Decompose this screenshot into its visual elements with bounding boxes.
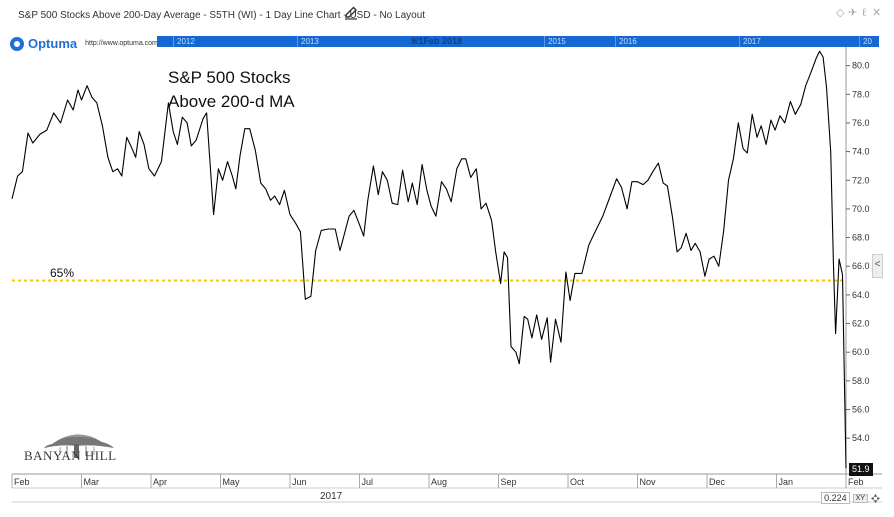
logo-name: Optuma bbox=[28, 36, 78, 51]
timeline-year: 20 bbox=[863, 37, 872, 46]
optuma-logo-icon bbox=[10, 36, 24, 51]
x-tick-label: Mar bbox=[84, 477, 100, 487]
timeline-scrollbar[interactable]: 2012 2013 9/1Feb 2018 2015 2016 2017 20 bbox=[157, 36, 879, 47]
float-icon[interactable]: ◇ bbox=[836, 7, 849, 19]
y-tick-label: 66.0 bbox=[852, 261, 870, 271]
chart-title: S&P 500 Stocks Above 200-Day Average - S… bbox=[18, 10, 426, 21]
timeline-year: 2016 bbox=[619, 37, 637, 46]
x-tick-label: Jun bbox=[292, 477, 307, 487]
timeline-year: 2013 bbox=[301, 37, 319, 46]
zoom-value[interactable]: 0.224 bbox=[821, 492, 850, 504]
annotation-line-2: Above 200-d MA bbox=[168, 92, 295, 111]
x-tick-label: Feb bbox=[14, 477, 30, 487]
y-tick-label: 54.0 bbox=[852, 433, 870, 443]
x-tick-label: Jan bbox=[779, 477, 794, 487]
x-axis-year-label: 2017 bbox=[320, 491, 343, 502]
y-tick-label: 56.0 bbox=[852, 405, 870, 415]
window-controls: ◇✈ℓ ✕ bbox=[836, 6, 884, 19]
pin-icon[interactable]: ✈ bbox=[848, 7, 862, 19]
timeline-tick bbox=[615, 36, 616, 47]
close-icon[interactable]: ✕ bbox=[872, 7, 886, 19]
x-tick-label: Oct bbox=[570, 477, 585, 487]
timeline-year: 2015 bbox=[548, 37, 566, 46]
timeline-tick bbox=[297, 36, 298, 47]
timeline-tick bbox=[859, 36, 860, 47]
banyan-hill-wordmark: BANYAN HILL bbox=[24, 448, 117, 463]
title-bar: S&P 500 Stocks Above 200-Day Average - S… bbox=[0, 0, 894, 35]
optuma-logo: Optuma http://www.optuma.com bbox=[10, 36, 158, 51]
banyan-tree-logo bbox=[44, 434, 114, 458]
chart-annotation: S&P 500 Stocks Above 200-d MA bbox=[168, 66, 295, 114]
timeline-tick bbox=[739, 36, 740, 47]
timeline-tick bbox=[544, 36, 545, 47]
side-panel-toggle[interactable]: < bbox=[872, 254, 883, 278]
y-tick-label: 64.0 bbox=[852, 290, 870, 300]
y-tick-label: 62.0 bbox=[852, 319, 870, 329]
y-tick-label: 78.0 bbox=[852, 89, 870, 99]
pan-icon[interactable] bbox=[871, 493, 880, 503]
y-tick-label: 58.0 bbox=[852, 376, 870, 386]
x-tick-label: Aug bbox=[431, 477, 447, 487]
timeline-current-label: 9/1Feb 2018 bbox=[411, 36, 463, 46]
y-tick-label: 76.0 bbox=[852, 118, 870, 128]
timeline-tick bbox=[173, 36, 174, 47]
y-tick-label: 72.0 bbox=[852, 175, 870, 185]
x-tick-label: Sep bbox=[501, 477, 517, 487]
link-icon[interactable]: ℓ bbox=[862, 7, 870, 19]
timeline-year: 2017 bbox=[743, 37, 761, 46]
last-value-badge: 51.9 bbox=[849, 463, 873, 476]
x-tick-label: May bbox=[223, 477, 241, 487]
y-tick-label: 68.0 bbox=[852, 233, 870, 243]
x-tick-label: Apr bbox=[153, 477, 167, 487]
threshold-label: 65% bbox=[50, 266, 75, 280]
annotation-line-1: S&P 500 Stocks bbox=[168, 68, 291, 87]
x-tick-label: Dec bbox=[709, 477, 726, 487]
edit-icon[interactable] bbox=[344, 6, 358, 20]
logo-url: http://www.optuma.com bbox=[85, 40, 158, 47]
timeline-year: 2012 bbox=[177, 37, 195, 46]
y-tick-label: 60.0 bbox=[852, 347, 870, 357]
bottom-controls: 0.224 XY bbox=[821, 492, 880, 504]
x-tick-label: Jul bbox=[362, 477, 374, 487]
x-tick-label: Feb bbox=[848, 477, 864, 487]
x-tick-label: Nov bbox=[640, 477, 657, 487]
y-tick-label: 74.0 bbox=[852, 147, 870, 157]
y-tick-label: 70.0 bbox=[852, 204, 870, 214]
y-tick-label: 80.0 bbox=[852, 61, 870, 71]
series-line bbox=[11, 50, 847, 469]
xy-toggle-button[interactable]: XY bbox=[852, 493, 868, 503]
